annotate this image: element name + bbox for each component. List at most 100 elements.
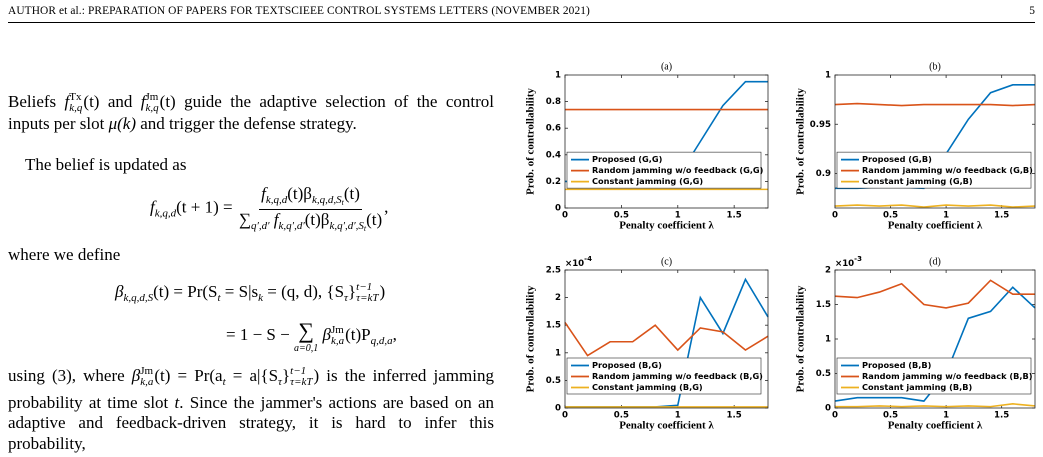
y-axis-label: Prob. of controllability [795, 88, 807, 195]
text-part: f [150, 197, 155, 217]
text-part: . Since the jammer's actions are based o… [8, 392, 494, 453]
y-tick-label: 0.8 [546, 97, 561, 107]
text-group: fk,q,d(t)βk,q,d,St(t) [259, 184, 362, 210]
text-part: q′,d′ [250, 220, 270, 232]
y-tick-label: 0.9 [816, 169, 831, 179]
text-part: , [392, 324, 397, 344]
x-tick-label: 1.5 [994, 211, 1009, 221]
x-tick-label: 0 [832, 411, 838, 421]
text-part: ) [379, 282, 386, 301]
text-part: } [347, 282, 357, 301]
text-part: β [322, 324, 331, 344]
text-part: f [273, 210, 279, 229]
y-axis-label: Prob. of controllability [525, 88, 537, 195]
text-part: t [174, 392, 180, 412]
text-part: Tx [69, 91, 82, 104]
legend-box [566, 357, 762, 395]
text-part: Jm [330, 324, 344, 336]
text-part: k,q,d [154, 207, 177, 220]
y-tick-label: 0.95 [810, 120, 831, 130]
chart-title: (b) [929, 61, 941, 72]
y-tick-label: 1.5 [546, 321, 561, 331]
y-tick-label: 0 [555, 204, 561, 214]
series-line [835, 403, 1036, 408]
x-tick-label: 1.5 [727, 411, 742, 421]
legend-label: Proposed (G,G) [592, 154, 663, 164]
x-tick-label: 1 [943, 211, 949, 221]
x-tick-label: 0.5 [883, 211, 898, 221]
text-part: k,a [330, 335, 345, 347]
text-part: (t) [366, 210, 383, 229]
text-part: β [131, 366, 141, 385]
text-part: k,a [140, 376, 154, 389]
text-group: Jm k,a [140, 366, 153, 388]
x-tick-label: 0 [562, 211, 568, 221]
y-axis-label: Prob. of controllability [795, 285, 807, 392]
text-part: k,q,d,S [123, 292, 154, 304]
chart-title: (d) [929, 256, 941, 267]
legend-label: Proposed (B,G) [592, 360, 662, 370]
legend-label: Random jamming w/o feedback (B,G) [592, 371, 763, 381]
legend-label: Random jamming w/o feedback (B,B) [862, 371, 1033, 381]
y-tick-label: 0.2 [546, 177, 561, 187]
y-tick-label: 1.5 [816, 300, 831, 310]
y-tick-label: 0.5 [546, 376, 561, 386]
text-group: t−1 τ=kT [356, 282, 378, 304]
text-group: k,q′,d′,St [329, 220, 366, 233]
legend-label: Constant jamming (B,G) [592, 382, 703, 392]
chart-title: (a) [661, 61, 672, 72]
text-part: Beliefs [8, 92, 65, 111]
series-line [834, 102, 1036, 107]
x-tick-label: 1 [943, 411, 949, 421]
y-tick-label: 0 [555, 404, 561, 414]
equation: fk,q,d(t + 1) = fk,q,d(t)βk,q,d,St(t) ∑q′… [150, 184, 388, 233]
y-tick-label: 2 [825, 266, 831, 276]
text-part: = a|{S [225, 366, 279, 385]
text-group: t−1 τ=kT [290, 366, 312, 388]
axes-frame [834, 269, 1036, 409]
y-tick-label: 0.6 [546, 124, 561, 134]
text-part: ) is the inferred jamming probability at… [8, 366, 494, 412]
legend-label: Constant jamming (G,B) [862, 176, 973, 186]
paragraph: using (3), where β Jm k,a (t) = Pr(at = a|{… [8, 366, 494, 454]
legend-box [566, 151, 762, 189]
text-part: q,d,a [370, 334, 393, 347]
text-part: f [64, 92, 70, 111]
x-tick-label: 1 [675, 211, 681, 221]
text-part: Jm [140, 365, 154, 378]
text-part: ∑ [238, 210, 251, 229]
text-group: fk,q,d(t)βk,q,d,St(t) ∑q′,d′ fk,q′,d′(t)β… [237, 184, 384, 233]
text-part: t [217, 292, 221, 304]
legend-label: Proposed (B,B) [862, 360, 932, 370]
text-part: ∑ [298, 318, 314, 343]
axes-frame [834, 74, 1036, 209]
text-part: τ [344, 292, 348, 304]
text-group: Jm k,q [146, 92, 159, 114]
series-line [564, 321, 769, 357]
x-tick-label: 0.5 [614, 411, 629, 421]
page-number: 5 [1029, 5, 1035, 17]
chart-title: (c) [661, 256, 672, 267]
equation: βk,q,d,S(t) = Pr(St = S|sk = (q, d), {Sτ… [115, 282, 385, 304]
text-group: ∑q′,d′ fk,q′,d′(t)βk,q′,d′,St(t) [237, 210, 384, 233]
x-axis-label: Penalty coefficient λ [888, 420, 983, 432]
text-part: a=0,1 [293, 343, 319, 354]
text-part: (t)β [304, 210, 330, 229]
text-part: μ(k) [108, 114, 136, 134]
text-part: (t)β [287, 184, 312, 203]
paragraph: Beliefs f Tx k,q (t) and f Jm k,q (t) guide th… [8, 92, 494, 135]
y-exponent-power: -3 [854, 255, 862, 263]
text-part: k,q′,d′,S [329, 220, 364, 232]
text-part: τ=kT [290, 376, 313, 389]
text-part: (t)P [345, 324, 371, 344]
text-part: k,q [69, 102, 83, 115]
axes-frame [564, 269, 769, 409]
text-part: k,q,d [265, 194, 288, 206]
text-part: k,q′,d′ [278, 220, 305, 232]
text-part: (t) guide the adaptive selection of the … [8, 92, 495, 134]
text-part: t−1 [290, 365, 307, 378]
y-tick-label: 1 [555, 348, 561, 358]
y-tick-label: 1 [555, 71, 561, 81]
paragraph: The belief is updated as [25, 155, 187, 174]
